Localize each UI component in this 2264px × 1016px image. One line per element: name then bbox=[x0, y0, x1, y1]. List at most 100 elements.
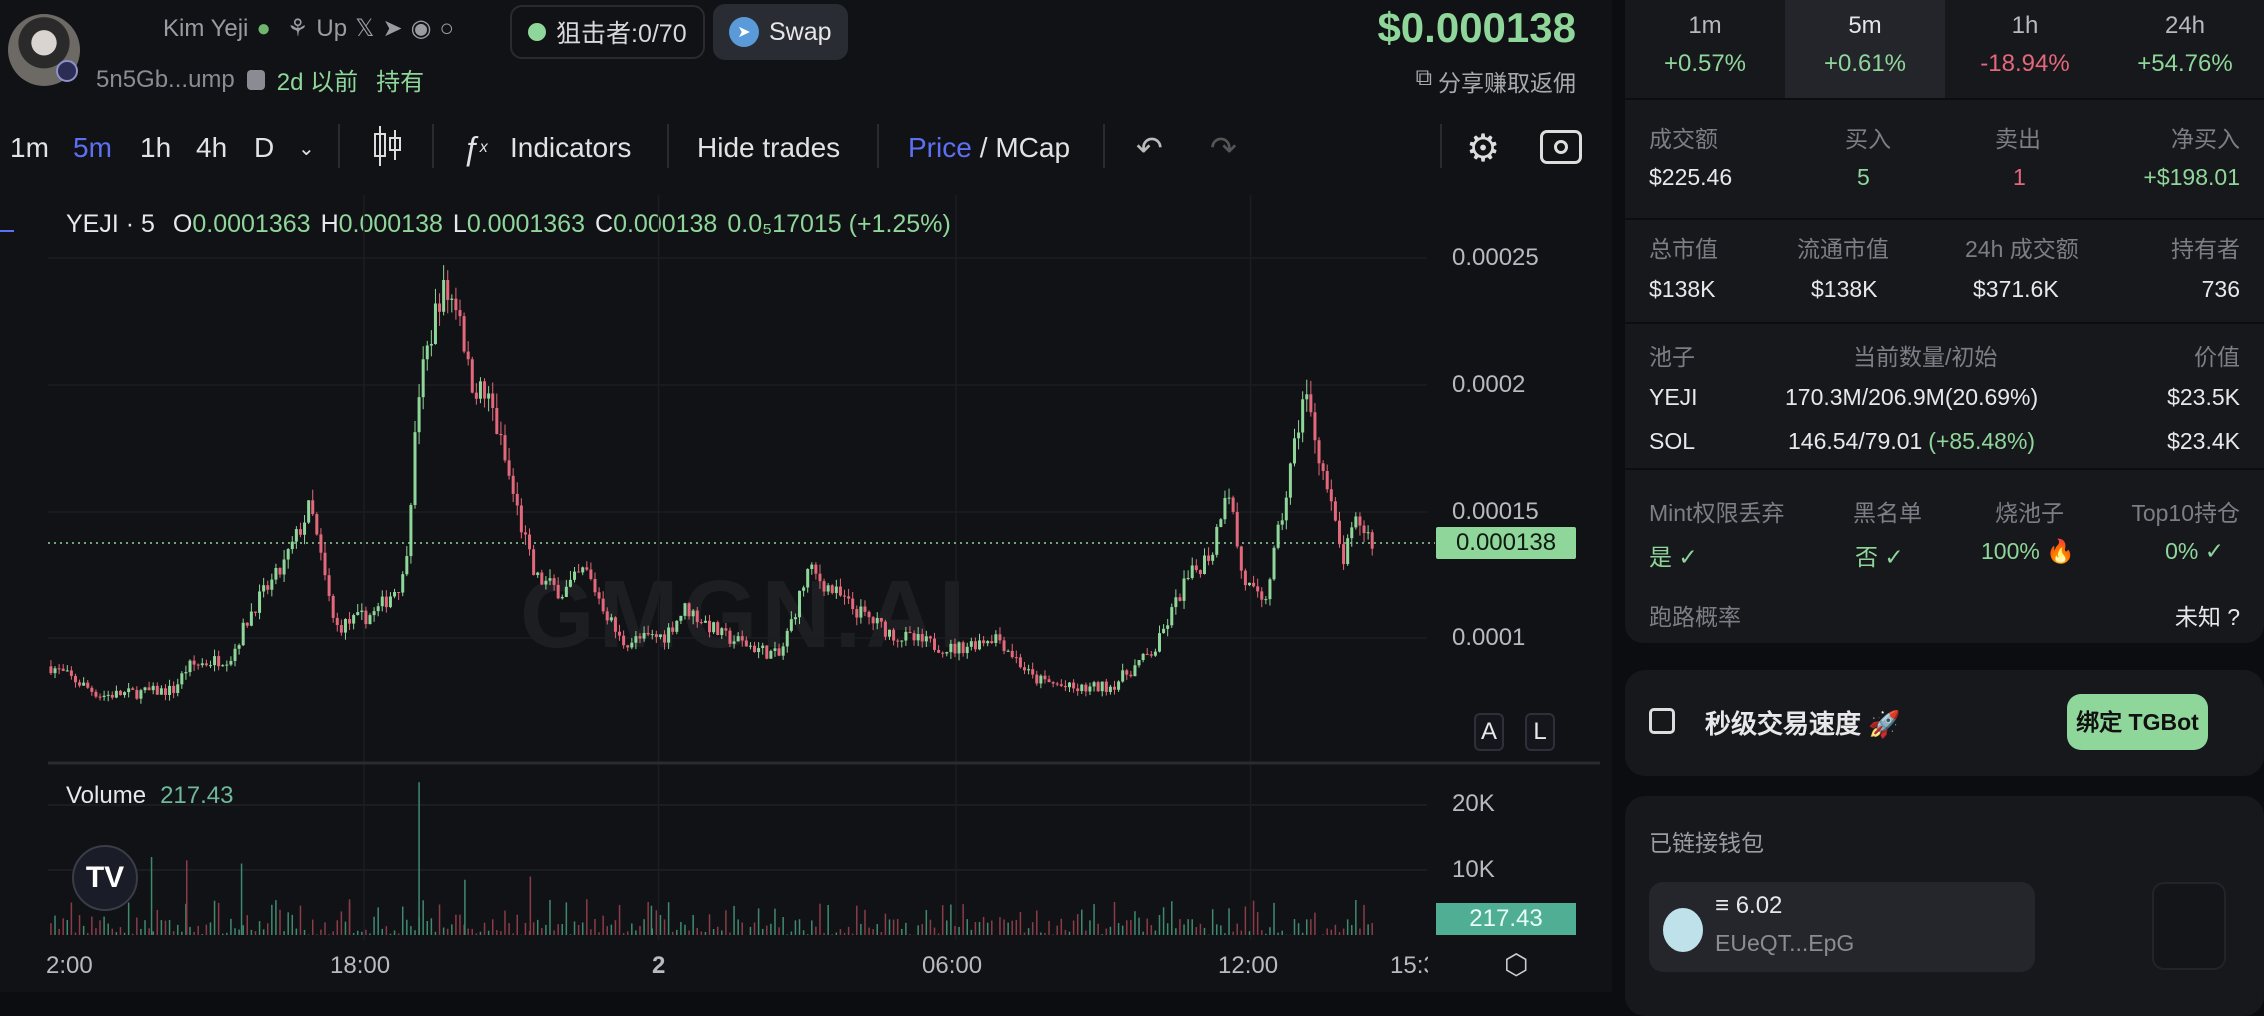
token-meta: 5n5Gb...ump 2d 以前 持有 bbox=[96, 62, 424, 97]
candle bbox=[331, 595, 335, 618]
candle bbox=[1288, 463, 1292, 498]
candle bbox=[957, 642, 961, 654]
candle bbox=[1043, 675, 1047, 680]
add-wallet-button[interactable] bbox=[2152, 882, 2226, 970]
chevron-down-icon[interactable]: ⌄ bbox=[298, 137, 315, 160]
candle bbox=[311, 500, 315, 515]
candle bbox=[438, 303, 442, 312]
stat-label: 成交额 bbox=[1649, 126, 1718, 152]
candle bbox=[237, 645, 241, 649]
candle bbox=[143, 687, 147, 691]
share-link[interactable]: ⧉ 分享赚取返佣 bbox=[1415, 64, 1576, 96]
auto-scale-button[interactable]: A bbox=[1474, 713, 1504, 751]
candle bbox=[258, 591, 262, 613]
hide-trades-button[interactable]: Hide trades bbox=[697, 132, 841, 163]
x-twitter-icon[interactable]: 𝕏 bbox=[355, 15, 375, 42]
swap-button[interactable]: ➤ Swap bbox=[713, 4, 848, 60]
candle bbox=[1317, 440, 1321, 464]
circulating-cap-value: $138K bbox=[1811, 276, 1878, 302]
wallet-icon bbox=[1649, 708, 1675, 734]
log-scale-button[interactable]: L bbox=[1525, 713, 1555, 751]
candle bbox=[1309, 394, 1313, 413]
watermark: GMGN.AI bbox=[520, 561, 970, 668]
undo-icon[interactable]: ↶ bbox=[1136, 130, 1163, 166]
wallet-item[interactable]: ≡ 6.02 EUeQT...EpG bbox=[1649, 882, 2035, 972]
redo-icon[interactable]: ↷ bbox=[1210, 130, 1237, 166]
candle bbox=[1014, 657, 1018, 659]
token-header: Kim Yeji ● ⚘ Up 𝕏 ➤ ◉ ○ bbox=[163, 14, 454, 43]
candle bbox=[1133, 665, 1137, 677]
candle bbox=[495, 407, 499, 434]
candle bbox=[429, 344, 433, 346]
candle bbox=[532, 549, 536, 576]
candle bbox=[605, 611, 609, 621]
time-tick: 06:00 bbox=[922, 952, 983, 979]
price-option[interactable]: Price bbox=[908, 132, 972, 163]
candle bbox=[1023, 667, 1027, 671]
search-icon[interactable]: ○ bbox=[439, 14, 455, 42]
interval-1h[interactable]: 1h bbox=[140, 132, 172, 163]
sniper-badge[interactable]: 狙击者:0/70 bbox=[510, 5, 705, 59]
drawing-toolbar[interactable] bbox=[0, 230, 16, 970]
candle bbox=[65, 670, 69, 672]
bind-tgbot-button[interactable]: 绑定 TGBot bbox=[2067, 694, 2208, 750]
chart-settings-icon[interactable]: ⬡ bbox=[1504, 949, 1529, 980]
check-icon: ✓ bbox=[1678, 544, 1698, 570]
candle bbox=[184, 672, 188, 674]
indicators-button[interactable]: Indicators bbox=[510, 132, 632, 163]
time-tick: 2:00 bbox=[46, 952, 93, 979]
candle bbox=[638, 636, 642, 639]
website-icon[interactable]: ◉ bbox=[410, 15, 432, 42]
candle bbox=[969, 641, 973, 647]
candle bbox=[233, 648, 237, 661]
candle bbox=[577, 571, 581, 573]
interval-4h[interactable]: 4h bbox=[196, 132, 228, 163]
tgbot-card: 秒级交易速度 🚀 绑定 TGBot bbox=[1625, 670, 2264, 776]
stat-label: 24h 成交额 bbox=[1965, 236, 2079, 262]
camera-icon[interactable] bbox=[1540, 130, 1582, 164]
candle bbox=[703, 620, 707, 623]
candle bbox=[515, 493, 519, 506]
copy-icon[interactable] bbox=[246, 69, 265, 90]
candle bbox=[888, 629, 892, 637]
security-label: Top10持仓 bbox=[2131, 500, 2240, 526]
candle bbox=[609, 617, 613, 621]
timeframe-1h[interactable]: 1h -18.94% bbox=[1980, 12, 2070, 77]
candle bbox=[69, 670, 73, 676]
candle bbox=[601, 598, 605, 612]
telegram-icon[interactable]: ➤ bbox=[382, 15, 403, 42]
interval-1m[interactable]: 1m bbox=[10, 132, 49, 163]
up-label: Up bbox=[316, 14, 348, 42]
candle bbox=[1207, 555, 1211, 561]
candle bbox=[442, 280, 446, 312]
tradingview-logo[interactable]: TV bbox=[72, 845, 138, 911]
rug-value[interactable]: 未知 ? bbox=[2174, 604, 2240, 630]
price-tick: 0.0002 bbox=[1452, 371, 1526, 398]
pool-amount: 146.54/79.01 (+85.48%) bbox=[1788, 428, 2036, 454]
close-label: C bbox=[595, 210, 614, 238]
interval-5m[interactable]: 5m bbox=[73, 132, 112, 163]
candle bbox=[1125, 670, 1129, 675]
price-chart[interactable] bbox=[0, 0, 1612, 992]
timeframe-1m[interactable]: 1m +0.57% bbox=[1663, 12, 1747, 77]
price-mcap-toggle[interactable]: Price / MCap bbox=[908, 128, 1070, 168]
settings-gear-icon[interactable]: ⚙ bbox=[1466, 127, 1501, 170]
timeframe-5m[interactable]: 5m +0.61% bbox=[1785, 0, 1945, 98]
pool-header: 当前数量/初始 bbox=[1853, 344, 1998, 370]
stat-label: 流通市值 bbox=[1797, 236, 1889, 262]
candle bbox=[1096, 682, 1100, 692]
timeframe-24h[interactable]: 24h +54.76% bbox=[2137, 12, 2233, 77]
divider bbox=[338, 124, 340, 168]
candle bbox=[1145, 653, 1149, 655]
candle bbox=[1068, 682, 1072, 688]
interval-d[interactable]: D bbox=[254, 132, 275, 163]
holders-value: 736 bbox=[2201, 276, 2240, 302]
volume-value: $225.46 bbox=[1649, 164, 1733, 190]
token-address: 5n5Gb...ump bbox=[96, 65, 235, 93]
candle bbox=[761, 645, 765, 649]
mcap-option[interactable]: / MCap bbox=[979, 132, 1071, 163]
candle-type-icon[interactable] bbox=[370, 124, 404, 168]
time-tick: 15:3 bbox=[1390, 952, 1428, 979]
security-label: 烧池子 bbox=[1995, 500, 2064, 526]
